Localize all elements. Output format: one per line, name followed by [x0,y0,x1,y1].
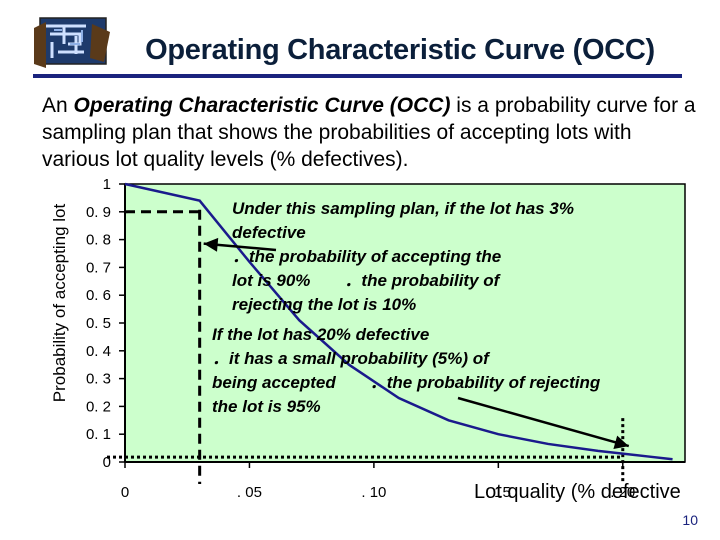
intro-suffix: is a probability curve for a sampling pl… [42,94,696,171]
annotation-arrow-20pct-head [613,435,629,450]
y-tick-label: 1 [103,176,111,193]
page-number: 10 [682,512,698,528]
y-tick-label: 0. 4 [86,343,111,360]
intro-term: Operating Characteristic Curve (OCC) [73,94,451,117]
annotation-line: the lot is 95% [212,397,321,416]
annotation-line: being accepted ．the probability of rejec… [212,373,601,392]
annotation-line: defective [232,223,306,242]
y-tick-label: 0. 5 [86,315,111,332]
annotation-arrow-20pct [457,396,630,448]
y-tick-label: 0. 2 [86,398,111,415]
maze-logo-icon [30,14,112,70]
y-tick-label: 0. 9 [86,204,111,221]
y-tick-label: 0. 3 [86,371,111,388]
y-tick-label: 0. 7 [86,259,111,276]
x-tick-label: . 05 [237,484,262,501]
intro-prefix: An [42,94,74,117]
annotation-line: Under this sampling plan, if the lot has… [232,199,574,218]
annotation-arrow-3pct-head [203,237,219,252]
plot-area [124,183,686,463]
x-tick-label: . 20 [610,484,635,501]
title-rule [33,74,682,78]
oc-curve-line [124,182,673,461]
intro-paragraph: An Operating Characteristic Curve (OCC) … [42,92,702,173]
slide-title: Operating Characteristic Curve (OCC) [145,34,655,66]
x-tick-label: 0 [121,484,129,501]
annotation-line: ．it has a small probability (5%) of [212,349,491,368]
y-tick-label: 0 [103,454,111,471]
x-tick-label: . 15 [486,484,511,501]
x-axis-label: Lot quality (% defective [474,481,681,503]
y-tick-label: 0. 6 [86,287,111,304]
x-tick-label: . 10 [361,484,386,501]
annotation-line: ．the probability of accepting the [232,247,501,266]
annotation-line: lot is 90% ．the probability of [232,271,502,290]
y-tick-label: 0. 8 [86,232,111,249]
y-tick-label: 0. 1 [86,426,111,443]
annotation-line: If the lot has 20% defective [212,325,429,344]
y-axis-label: Probability of accepting lot [50,204,69,403]
annotation-line: rejecting the lot is 10% [232,295,416,314]
